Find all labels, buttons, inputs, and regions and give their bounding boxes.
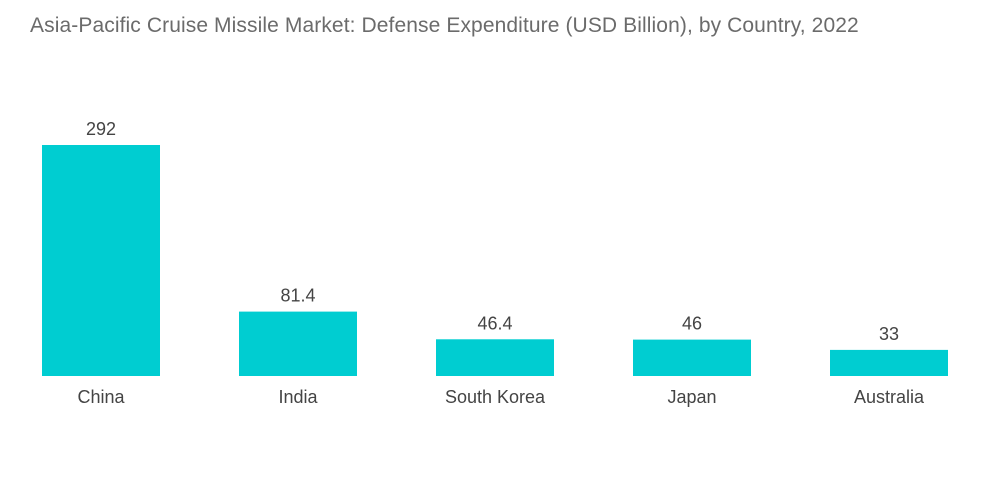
bar-india — [239, 311, 357, 376]
bar-australia — [830, 349, 948, 376]
chart-title: Asia-Pacific Cruise Missile Market: Defe… — [30, 14, 859, 37]
value-label-south-korea: 46.4 — [477, 313, 512, 333]
category-label-south-korea: South Korea — [445, 387, 546, 407]
value-label-japan: 46 — [682, 314, 702, 334]
category-labels-group: China India South Korea Japan Australia — [77, 387, 925, 407]
value-labels-group: 292 81.4 46.4 46 33 — [86, 119, 899, 344]
value-label-australia: 33 — [879, 324, 899, 344]
bar-china — [42, 145, 160, 376]
category-label-india: India — [278, 387, 318, 407]
bar-japan — [633, 339, 751, 376]
bar-south-korea — [436, 339, 554, 376]
value-label-india: 81.4 — [280, 286, 315, 306]
value-label-china: 292 — [86, 119, 116, 139]
category-label-australia: Australia — [854, 387, 925, 407]
category-label-japan: Japan — [667, 387, 716, 407]
category-label-china: China — [77, 387, 125, 407]
bars-group — [42, 145, 948, 376]
